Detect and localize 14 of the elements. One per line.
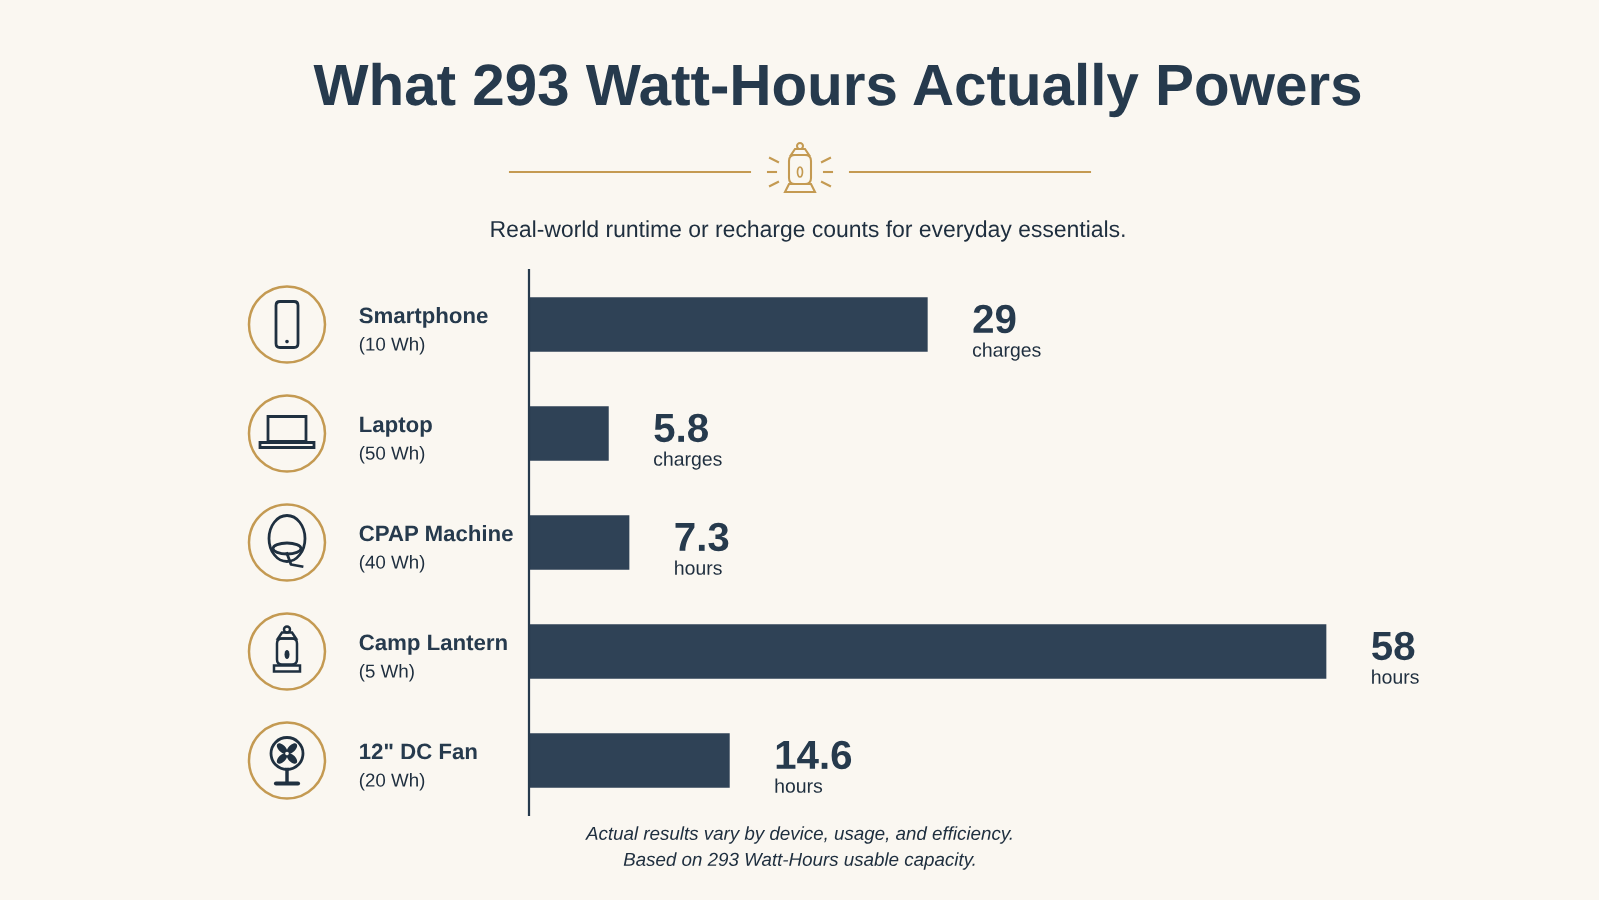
data-label: 58 hours (1372, 631, 1419, 684)
y-tick-label: 12" DC Fan (20 Wh) (359, 743, 477, 791)
y-tick-label: Laptop (50 Wh) (359, 416, 432, 464)
y-tick-label: Camp Lantern (5 Wh) (359, 634, 507, 682)
data-label: 29 charges (972, 304, 1041, 361)
chart-subtitle: Real-world runtime or recharge counts for everyday essentials. (491, 220, 1125, 242)
text: Based on 293 Watt-Hours usable capacity. (623, 852, 975, 870)
data-label: 5.8 charges (654, 413, 722, 470)
chart-title: What 293 Watt-Hours Actually Powers (313, 62, 1361, 118)
text: Actual results vary by device, usage, and efficiency. (585, 826, 1012, 844)
y-tick-label: Smartphone (10 Wh) (359, 307, 488, 355)
data-label: 14.6 hours (775, 740, 852, 793)
y-tick-label: CPAP Machine (40 Wh) (359, 525, 513, 573)
data-label: 7.3 hours (675, 522, 729, 575)
